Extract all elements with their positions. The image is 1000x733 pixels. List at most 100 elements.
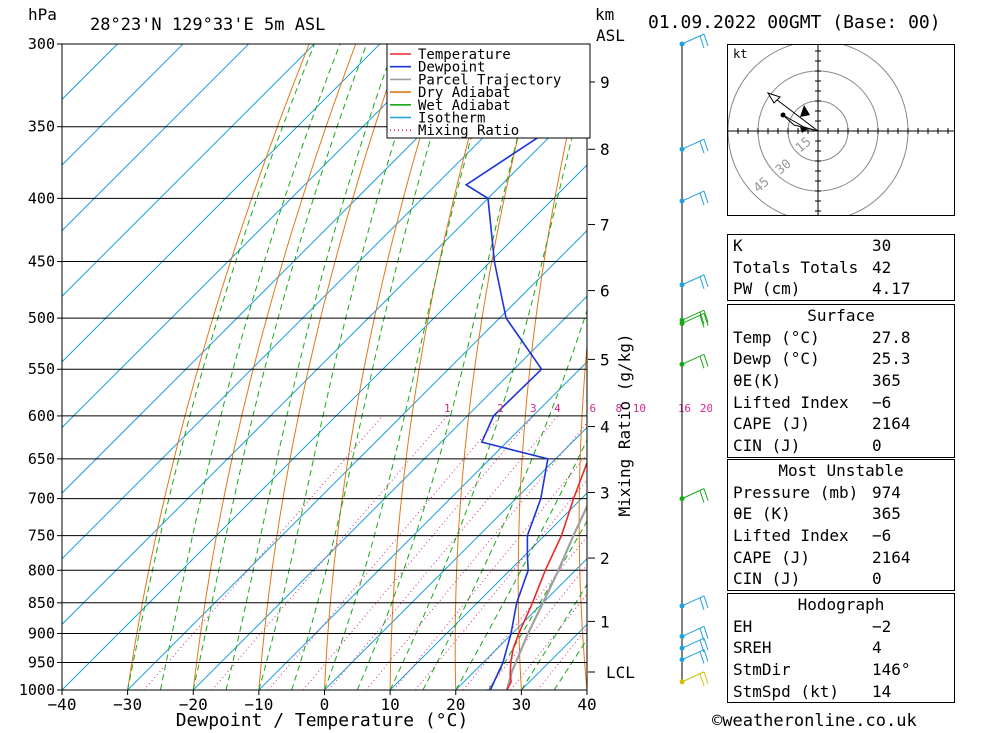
wind-barb: [679, 309, 709, 325]
pressure-tick-label: 1000: [19, 681, 55, 699]
table-row-label: PW (cm): [733, 279, 801, 299]
temperature-tick-label: −20: [179, 695, 208, 714]
mixing-ratio-line: [486, 564, 587, 690]
table-row-value: 42: [872, 257, 892, 277]
table-row-value: −2: [872, 616, 892, 636]
table-section-title: Most Unstable: [778, 461, 904, 480]
isobar-lines: [62, 43, 587, 691]
mixing-ratio-line: [462, 535, 587, 690]
x-axis-title: Dewpoint / Temperature (°C): [176, 710, 469, 731]
table-row: Dewp (°C) 25.3: [728, 348, 954, 370]
mixing-ratio-value-label: 8: [615, 402, 622, 415]
table-row-label: Temp (°C): [733, 327, 820, 347]
table-row-value: 4: [872, 638, 882, 658]
wet-adiabat-line: [225, 44, 396, 690]
hodograph-trace: [782, 114, 819, 132]
indices-table: K 30 Totals Totals 42 PW (cm) 4.17: [727, 234, 955, 302]
hodograph-ring-label: 45: [751, 175, 773, 197]
height-tick-label: 3: [600, 483, 610, 502]
hodograph-ring-label: 30: [773, 157, 795, 179]
pressure-tick-label: 450: [28, 253, 55, 271]
table-row-label: θE (K): [733, 504, 791, 524]
wind-barb: [679, 649, 709, 664]
table-row: Lifted Index −6: [728, 525, 954, 547]
wet-adiabat-lines: [127, 44, 587, 690]
isotherm-line: [324, 426, 587, 690]
table-row-label: StmDir: [733, 660, 791, 680]
legend-label: Dewpoint: [418, 60, 485, 76]
table-row: StmDir 146°: [728, 659, 954, 681]
table-row-label: Pressure (mb): [733, 482, 859, 502]
pressure-tick-label: 550: [28, 360, 55, 378]
wind-barb: [679, 33, 709, 49]
pressure-tick-label: 650: [28, 450, 55, 468]
dry-adiabat-line: [638, 0, 703, 716]
table-row: SREH 4: [728, 637, 954, 659]
most-unstable-table: Most Unstable Pressure (mb) 974 θE (K) 365 Li…: [727, 459, 955, 592]
table-row: K 30: [728, 235, 954, 257]
km-unit-label: km: [595, 5, 614, 24]
legend-label: Dry Adiabat: [418, 85, 511, 101]
hodograph: kt 15 30 45: [727, 44, 955, 216]
wet-adiabat-line: [127, 44, 316, 690]
pressure-tick-label: 700: [28, 490, 55, 508]
hodograph-marker: [800, 105, 810, 117]
temperature-tick-label: 40: [577, 695, 596, 714]
table-row-label: Totals Totals: [733, 257, 859, 277]
isotherm-line: [62, 44, 315, 297]
legend-label: Wet Adiabat: [418, 98, 511, 114]
table-row-label: StmSpd (kt): [733, 681, 839, 701]
wind-barb: [679, 138, 709, 154]
height-tick-label: 8: [600, 140, 610, 159]
temperature-tick-label: 20: [446, 695, 465, 714]
surface-table: Surface Temp (°C) 27.8 Dewp (°C) 25.3 θE(K) 36…: [727, 304, 955, 458]
mixing-ratio-labels: 12346810162025: [444, 402, 712, 415]
table-row: θE(K) 365: [728, 370, 954, 392]
isotherm-line: [389, 492, 587, 690]
table-row-label: CIN (J): [733, 436, 801, 456]
pressure-tick-label: 950: [28, 653, 55, 671]
wet-adiabat-line: [455, 438, 587, 690]
storm-motion-arrowhead: [766, 92, 781, 104]
temperature-tick-label: −40: [48, 695, 77, 714]
mixing-ratio-value-label: 3: [530, 402, 537, 415]
wet-adiabat-line: [192, 44, 368, 690]
hodograph-point: [780, 112, 786, 118]
copyright-footer: ©weatheronline.co.uk: [712, 711, 917, 731]
isotherm-line: [62, 44, 119, 101]
isotherm-line: [62, 44, 184, 166]
table-row-value: 4.17: [872, 279, 911, 299]
isotherm-line: [0, 0, 150, 690]
legend-label: Isotherm: [418, 111, 485, 127]
pressure-tick-label: 850: [28, 594, 55, 612]
wind-barb: [679, 274, 709, 290]
wet-adiabat-line: [324, 44, 499, 690]
wet-adiabat-line: [422, 308, 587, 690]
mixing-ratio-value-label: 10: [633, 402, 646, 415]
skew-t-diagram: 12346810162025 3003504004505005506006507…: [0, 0, 712, 731]
table-row-value: 14: [872, 681, 892, 701]
table-row-value: 30: [872, 236, 892, 255]
table-row-label: CIN (J): [733, 569, 801, 589]
table-row-value: 365: [872, 504, 901, 524]
height-tick-label: 5: [600, 350, 610, 369]
isotherm-line: [0, 0, 84, 690]
table-row-value: 365: [872, 371, 901, 391]
pressure-tick-label: 500: [28, 309, 55, 327]
pressure-tick-label: 350: [28, 118, 55, 136]
height-tick-label: 6: [600, 282, 610, 301]
wind-barb: [679, 353, 709, 369]
hpa-unit-label: hPa: [28, 5, 57, 24]
mixing-ratio-line: [267, 415, 501, 690]
mixing-ratio-value-label: 6: [589, 402, 596, 415]
table-row-label: Dewp (°C): [733, 349, 820, 369]
mixing-ratio-value-label: 1: [444, 402, 451, 415]
mixing-ratio-line: [143, 415, 383, 690]
table-row: Lifted Index −6: [728, 392, 954, 414]
legend-label: Temperature: [418, 47, 511, 63]
plot-frame: [61, 43, 588, 691]
parcel-trajectory-line: [505, 503, 587, 690]
table-row: Totals Totals 42: [728, 257, 954, 279]
table-row-label: SREH: [733, 638, 772, 658]
